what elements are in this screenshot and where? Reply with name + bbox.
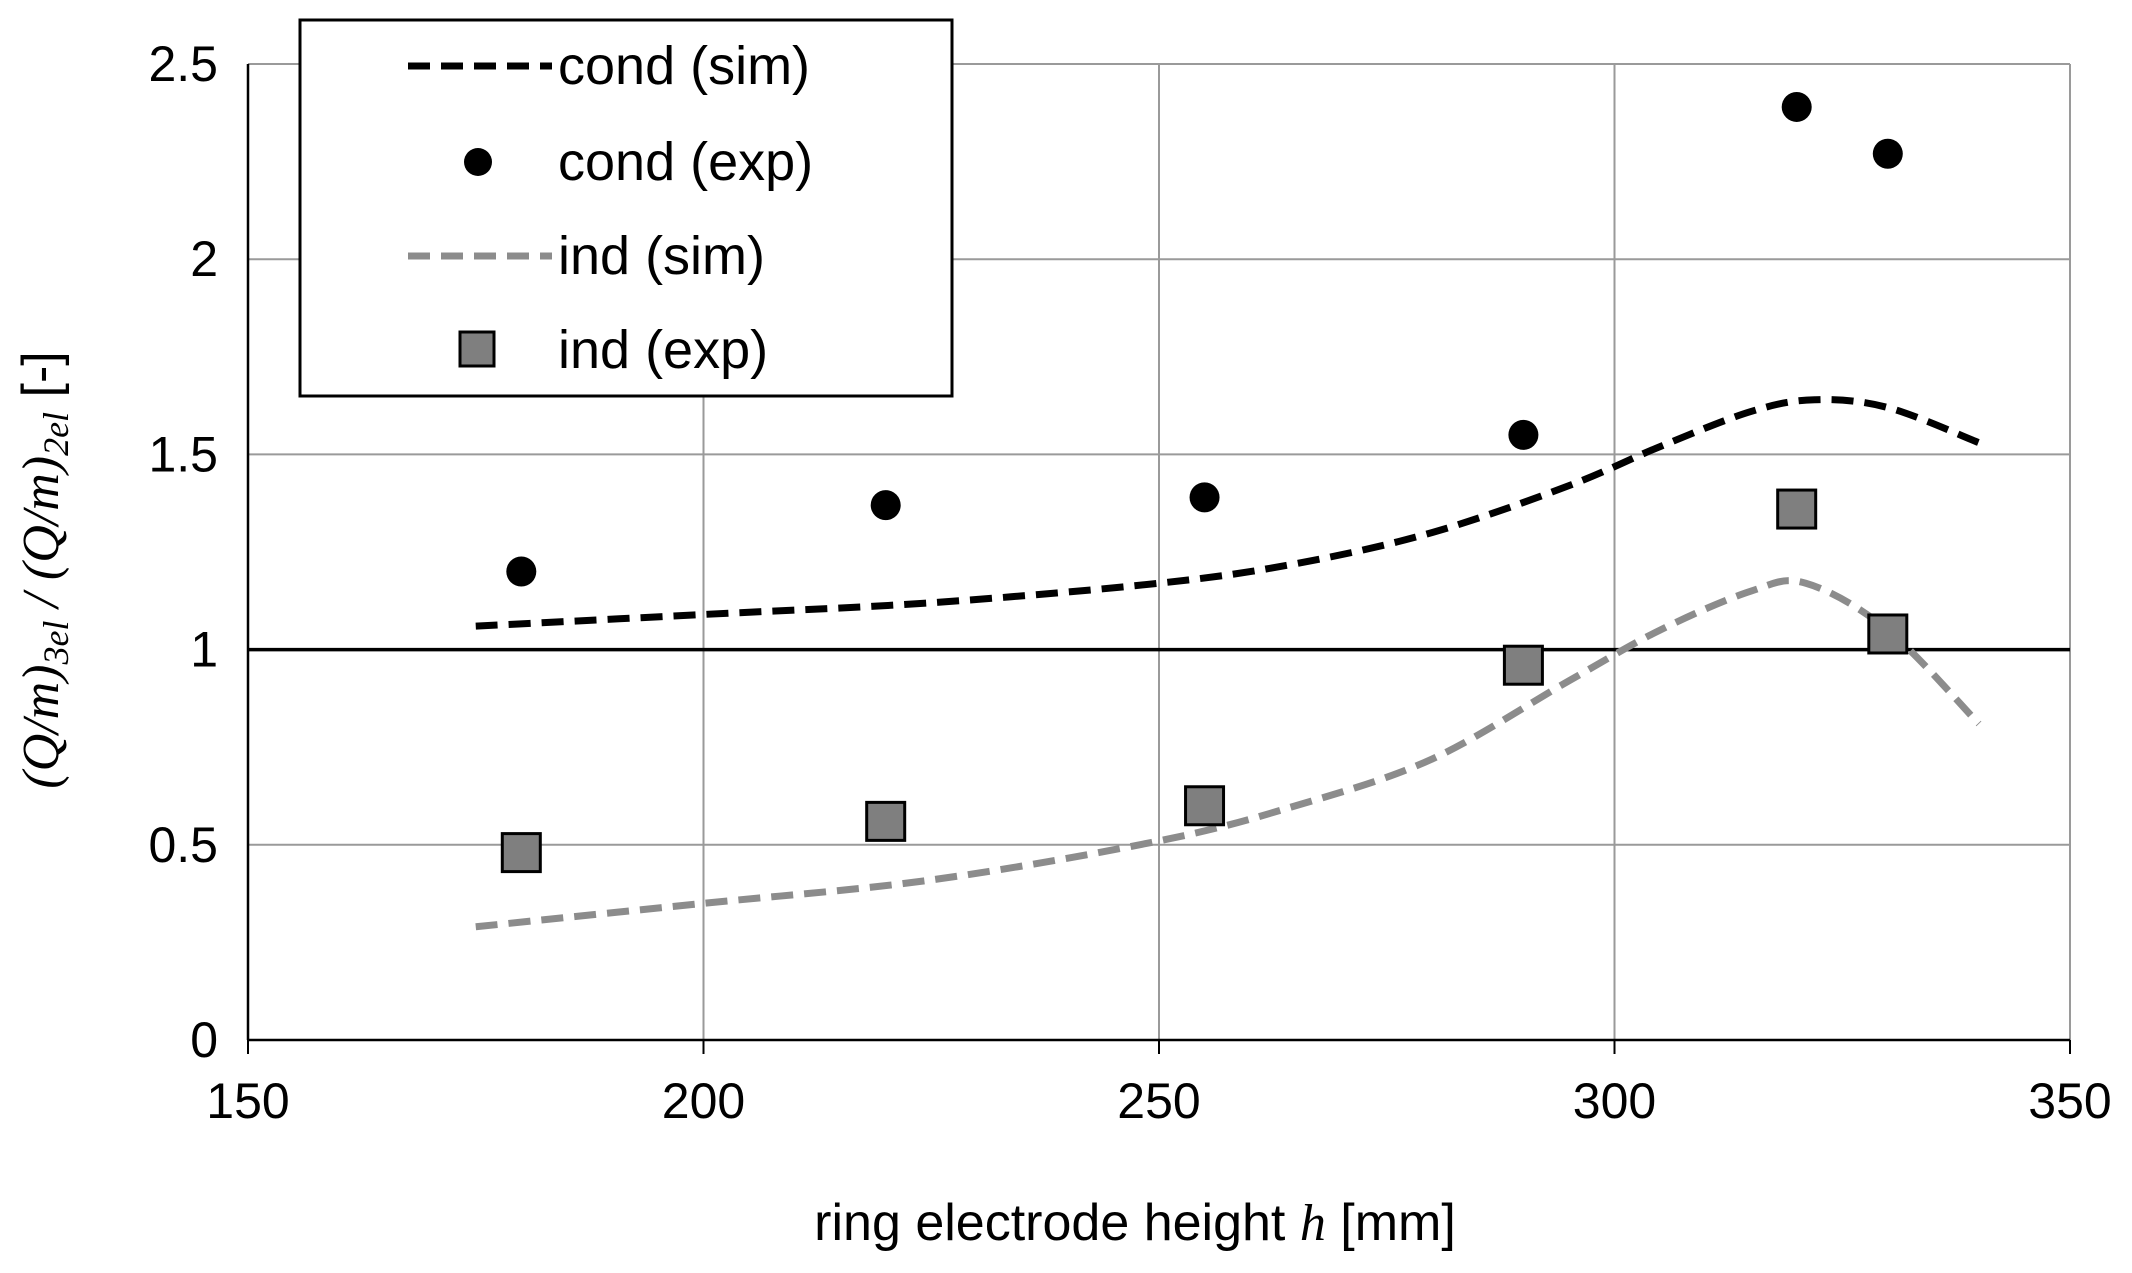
series-layer	[248, 91, 2070, 931]
y-tick-label: 1	[190, 622, 218, 678]
data-point-cond-exp	[870, 490, 901, 521]
y-tick-label: 0.5	[148, 817, 218, 873]
series-line-cond-sim	[475, 396, 1981, 630]
data-point-cond-exp	[1872, 138, 1903, 169]
data-point-ind-exp	[1502, 644, 1544, 686]
data-point-ind-exp	[500, 832, 542, 874]
legend: cond (sim) cond (exp) ind (sim) ind (exp…	[298, 18, 954, 398]
legend-label-cond-exp: cond (exp)	[558, 132, 813, 192]
data-point-ind-exp	[1776, 488, 1818, 530]
x-tick-label: 250	[1117, 1073, 1200, 1129]
data-point-cond-exp	[506, 556, 537, 587]
x-tick-label: 200	[662, 1073, 745, 1129]
data-point-ind-exp	[1184, 785, 1226, 827]
y-tick-label: 2	[190, 231, 218, 287]
data-point-cond-exp	[1508, 419, 1539, 450]
y-tick-label: 2.5	[148, 36, 218, 92]
data-point-cond-exp	[1781, 91, 1812, 122]
legend-label-ind-sim: ind (sim)	[558, 226, 765, 286]
x-tick-label: 350	[2028, 1073, 2111, 1129]
legend-swatch-cond-exp	[464, 148, 492, 176]
x-tick-label: 150	[206, 1073, 289, 1129]
data-point-cond-exp	[1189, 482, 1220, 513]
legend-swatch-ind-exp	[458, 330, 496, 368]
data-point-ind-exp	[865, 800, 907, 842]
legend-label-ind-exp: ind (exp)	[558, 320, 768, 380]
legend-box	[298, 18, 954, 398]
y-tick-label: 1.5	[148, 426, 218, 482]
x-axis-title: ring electrode height h [mm]	[814, 1194, 1456, 1252]
y-axis-title: (Q/m)3el / (Q/m)2el [-]	[12, 351, 76, 788]
legend-label-cond-sim: cond (sim)	[558, 36, 810, 96]
data-point-ind-exp	[1867, 613, 1909, 655]
series-line-ind-sim	[475, 577, 1982, 931]
x-tick-label: 300	[1573, 1073, 1656, 1129]
axes: 0 0.5 1 1.5 2 2.5 150 200 250 300 350	[148, 36, 2111, 1129]
y-tick-label: 0	[190, 1012, 218, 1068]
